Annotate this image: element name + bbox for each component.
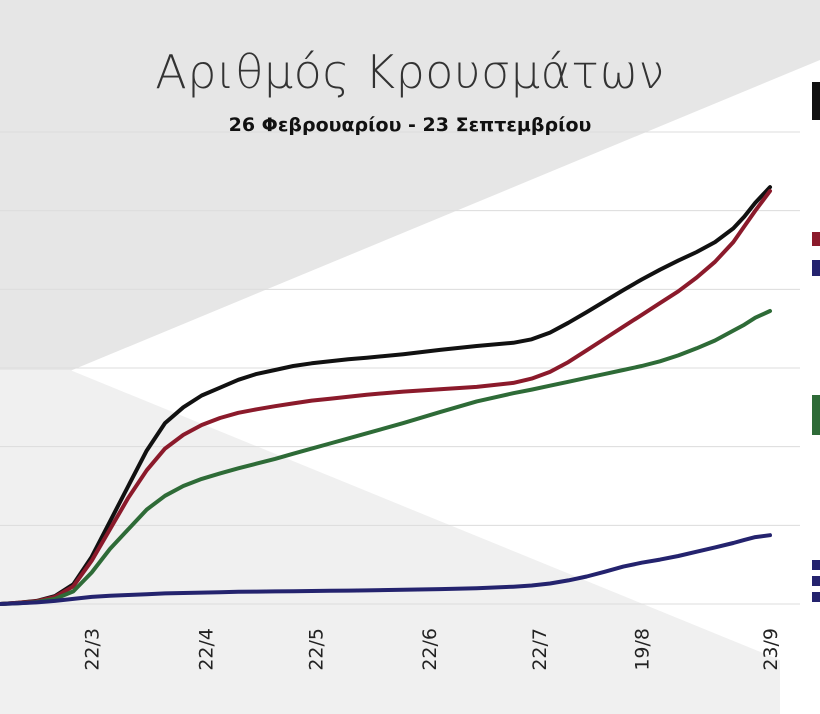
x-tick-label: 23/9 [760, 628, 782, 671]
legend-marker-white-2 [812, 570, 820, 576]
legend-marker-navy-4 [812, 592, 820, 602]
x-tick-label: 19/8 [632, 628, 654, 671]
x-tick-label: 22/5 [305, 628, 327, 671]
legend-marker-navy [812, 260, 820, 276]
legend-marker-red [812, 232, 820, 246]
background-shape-lower [0, 370, 780, 714]
legend-marker-navy-3 [812, 576, 820, 586]
background-shape-upper [0, 0, 820, 400]
series-line-4 [0, 533, 772, 606]
x-tick-label: 22/6 [419, 628, 441, 671]
legend-marker-white [812, 246, 820, 260]
series-line-1 [0, 185, 772, 606]
chart-subtitle: 26 Φεβρουαρίου - 23 Σεπτεμβρίου [229, 114, 592, 136]
legend-marker-green [812, 395, 820, 435]
x-tick-label: 22/4 [195, 628, 217, 671]
chart-title: Αριθμός Κρουσμάτων [155, 45, 664, 99]
series-lines [0, 185, 772, 606]
series-line-3 [0, 309, 772, 606]
legend-marker-black [812, 82, 820, 120]
legend-markers [812, 82, 820, 602]
gridlines [0, 131, 800, 605]
x-tick-label: 22/3 [82, 628, 104, 671]
x-axis-ticks: 22/3 22/4 22/5 22/6 22/7 19/8 23/9 [82, 628, 782, 671]
x-tick-label: 22/7 [529, 628, 551, 671]
legend-marker-navy-2 [812, 560, 820, 570]
legend-marker-white-3 [812, 586, 820, 592]
series-line-2 [0, 189, 772, 606]
